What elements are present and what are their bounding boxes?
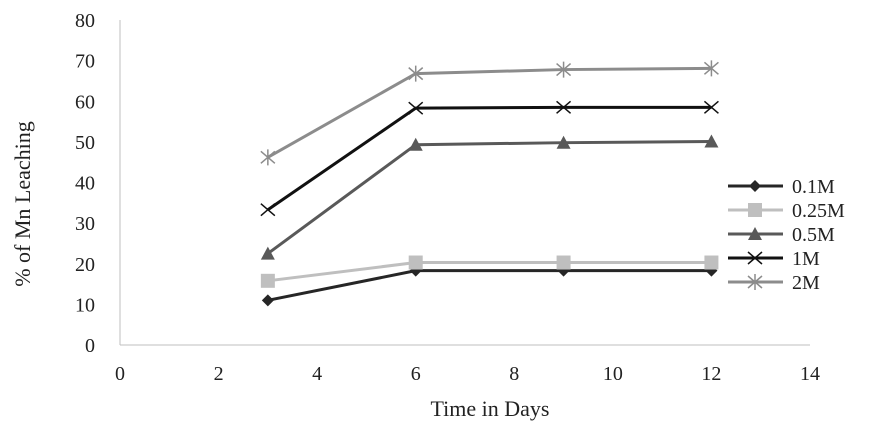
legend-marker (748, 227, 762, 240)
x-tick-label: 0 (115, 363, 125, 385)
data-point (261, 294, 274, 307)
data-point (703, 60, 719, 77)
x-axis-title: Time in Days (431, 396, 550, 421)
legend-marker (748, 203, 762, 217)
legend-label: 1M (792, 248, 820, 270)
series-0-1m (261, 264, 718, 307)
axes (119, 20, 810, 346)
data-point (703, 100, 719, 114)
legend-marker (747, 274, 763, 290)
series-line (267, 105, 712, 211)
plot-area (260, 60, 719, 307)
y-tick-label: 70 (75, 51, 95, 73)
y-tick-label: 30 (75, 213, 95, 235)
data-point (260, 246, 275, 260)
series-0-5m (260, 134, 719, 260)
series-0-25m (260, 255, 719, 288)
data-point (408, 255, 423, 270)
y-tick-label: 80 (75, 10, 95, 32)
series-line (267, 269, 712, 302)
y-tick-label: 10 (75, 294, 95, 316)
data-point (408, 137, 423, 151)
data-point (260, 203, 276, 217)
data-point (260, 273, 275, 288)
legend-label: 0.1M (792, 176, 835, 198)
series-1m (260, 100, 719, 217)
legend-marker (747, 251, 763, 265)
x-tick-label: 10 (603, 363, 623, 385)
tick-labels: 0 10 20 30 40 50 60 70 80 0 2 4 6 8 10 12 14 (75, 10, 820, 385)
series-line (266, 139, 712, 255)
x-tick-label: 4 (312, 363, 322, 385)
data-point (408, 101, 424, 115)
x-tick-label: 8 (509, 363, 519, 385)
legend-label: 0.5M (792, 224, 835, 246)
legend-item: 0.1M (728, 176, 835, 198)
data-point (556, 61, 572, 78)
series-2m (260, 60, 719, 166)
data-point (704, 134, 719, 148)
data-point (556, 100, 572, 114)
x-tick-label: 6 (411, 363, 421, 385)
legend-item: 1M (728, 248, 820, 270)
x-tick-label: 14 (800, 363, 820, 385)
legend-marker (749, 180, 761, 192)
legend-item: 0.5M (728, 224, 835, 246)
legend-item: 2M (728, 272, 820, 294)
series-line (267, 66, 712, 159)
data-point (704, 255, 719, 270)
x-tick-label: 12 (701, 363, 721, 385)
data-point (556, 255, 571, 270)
x-tick-label: 2 (214, 363, 224, 385)
data-point (408, 65, 424, 82)
y-tick-label: 50 (75, 132, 95, 154)
y-tick-label: 20 (75, 254, 95, 276)
y-tick-label: 40 (75, 173, 95, 195)
data-point (260, 149, 276, 166)
series-line (267, 261, 712, 283)
y-tick-label: 60 (75, 91, 95, 113)
y-axis-title: % of Mn Leaching (10, 121, 35, 287)
y-tick-label: 0 (85, 335, 95, 357)
legend-label: 0.25M (792, 200, 845, 222)
data-point (556, 135, 571, 149)
legend-item: 0.25M (728, 200, 845, 222)
legend-label: 2M (792, 272, 820, 294)
